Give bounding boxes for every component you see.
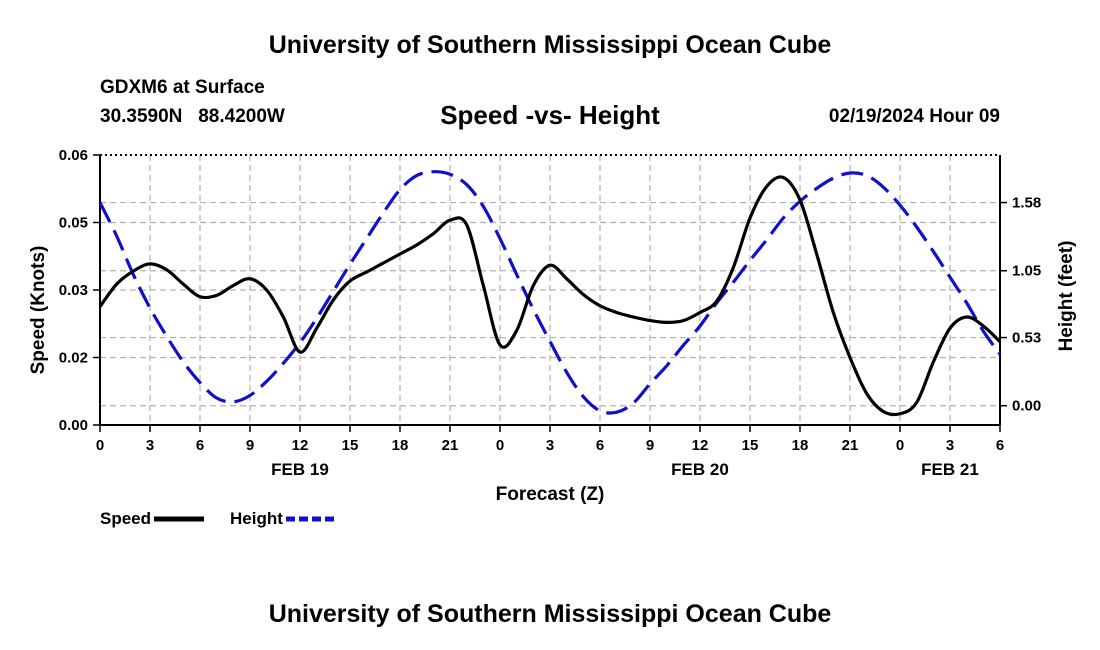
axes: [93, 154, 1007, 432]
forecast-datetime: 02/19/2024 Hour 09: [828, 106, 1000, 127]
y2-tick-label: 0.00: [1012, 398, 1041, 415]
x-tick-label: 12: [292, 437, 309, 454]
legend-swatch-speed: [154, 516, 205, 522]
series-line-speed: [98, 175, 1002, 417]
y2-tick-label: 0.53: [1012, 330, 1041, 347]
legend-label-speed: Speed: [100, 509, 152, 528]
x-tick-label: 21: [842, 437, 859, 454]
x-tick-label: 3: [946, 437, 954, 454]
legend-label-height: Height: [230, 509, 283, 528]
legend-swatch-height: [285, 516, 336, 522]
legend-item-speed: Speed: [100, 509, 205, 529]
series-lines: [98, 170, 1002, 417]
x-tick-label: 18: [392, 437, 409, 454]
x-tick-label: 18: [792, 437, 809, 454]
date-label: FEB 19: [271, 460, 329, 479]
y-tick-label: 0.02: [59, 350, 88, 367]
x-tick-label: 0: [896, 437, 904, 454]
x-tick-label: 9: [246, 437, 254, 454]
grid-lines: [100, 155, 1000, 425]
date-label: FEB 20: [671, 460, 729, 479]
x-tick-label: 3: [546, 437, 554, 454]
x-tick-label: 0: [496, 437, 504, 454]
x-tick-label: 0: [96, 437, 104, 454]
x-tick-label: 21: [442, 437, 459, 454]
series-line-height: [98, 170, 1002, 415]
x-tick-label: 6: [996, 437, 1004, 454]
chart-title: Speed -vs- Height: [440, 100, 660, 130]
axis-labels: 0 3 6 9 12 15 18 21 0 3 6 9 12 15 18 21 0 3 6 0.00 0.02 0.03 0…: [28, 147, 1077, 505]
x-tick-label: 6: [196, 437, 204, 454]
footer-title: University of Southern Mississippi Ocean…: [268, 600, 832, 628]
y-tick-label: 0.06: [59, 147, 88, 164]
y-tick-label: 0.03: [59, 282, 88, 299]
station-coordinates: 30.3590N 88.4200W: [100, 106, 285, 127]
y-tick-label: 0.00: [59, 417, 88, 434]
x-tick-label: 15: [742, 437, 759, 454]
x-tick-label: 12: [692, 437, 709, 454]
legend-item-height: Height: [230, 509, 337, 529]
x-axis-title: Forecast (Z): [496, 484, 605, 505]
y2-tick-label: 1.05: [1012, 263, 1041, 280]
y-axis-title: Speed (Knots): [28, 246, 49, 375]
x-tick-label: 9: [646, 437, 654, 454]
y2-axis-title: Height (feet): [1056, 241, 1077, 352]
date-label: FEB 21: [921, 460, 979, 479]
y2-tick-label: 1.58: [1012, 195, 1041, 212]
x-tick-label: 3: [146, 437, 154, 454]
station-label: GDXM6 at Surface: [100, 77, 265, 98]
main-title: University of Southern Mississippi Ocean…: [268, 31, 832, 59]
y-tick-label: 0.05: [59, 215, 88, 232]
x-tick-label: 6: [596, 437, 604, 454]
x-tick-label: 15: [342, 437, 359, 454]
speed-height-chart: 0 3 6 9 12 15 18 21 0 3 6 9 12 15 18 21 0 3 6 0.00 0.02 0.03 0…: [28, 147, 1077, 505]
